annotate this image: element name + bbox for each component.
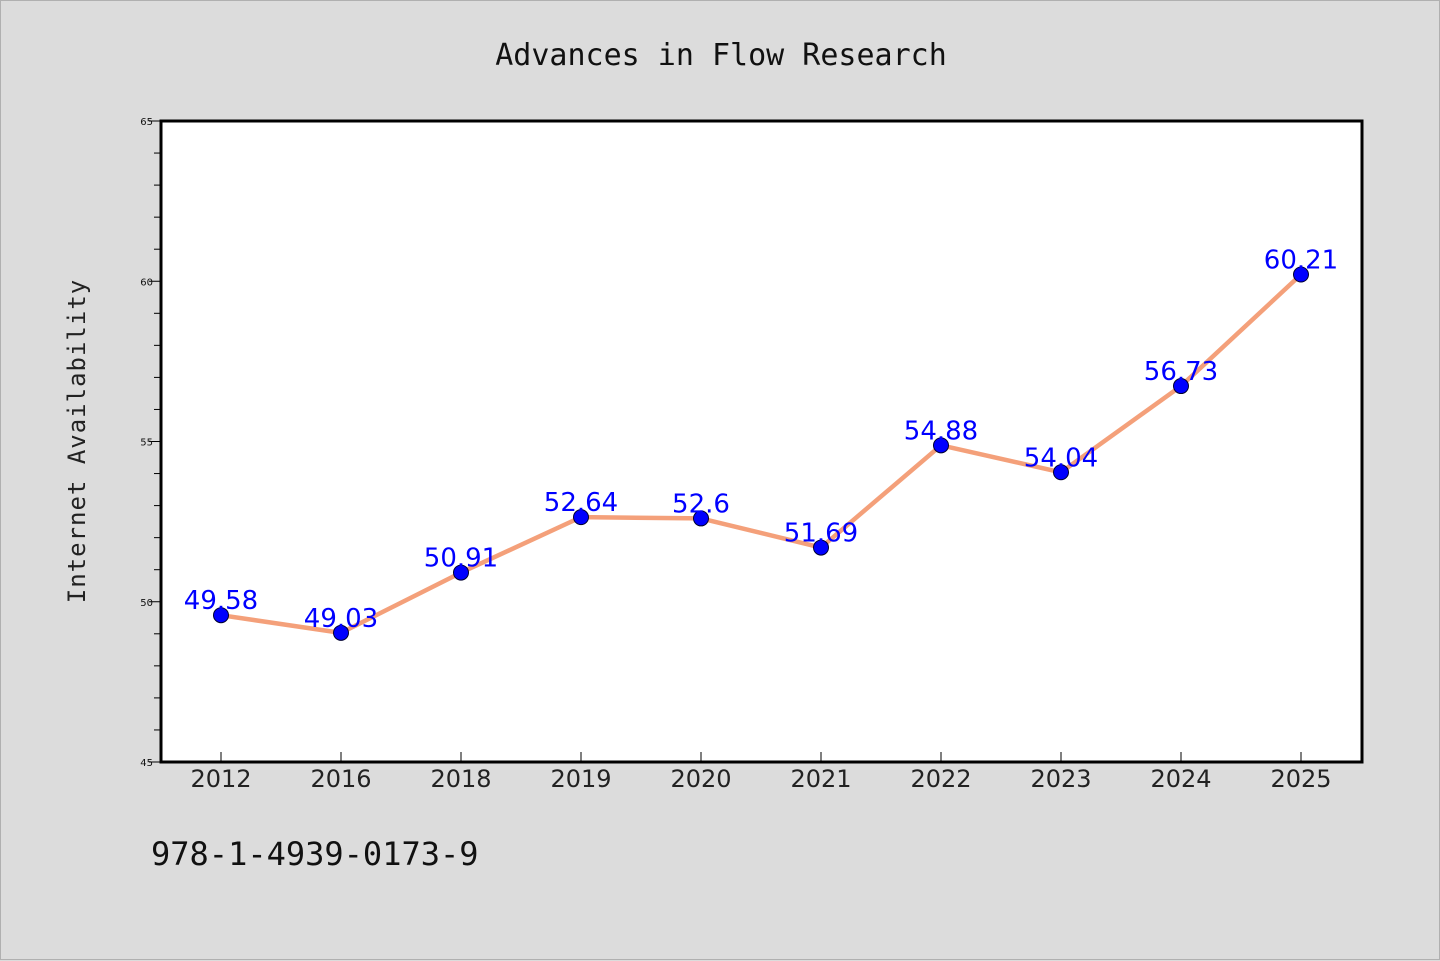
x-tick-label: 2025	[1270, 765, 1331, 793]
data-point	[453, 564, 469, 581]
data-label: 50.91	[424, 544, 498, 574]
data-point	[333, 624, 349, 641]
x-tick-label: 2019	[550, 765, 611, 793]
data-label: 49.58	[184, 586, 258, 616]
data-label: 60.21	[1264, 246, 1338, 276]
x-tick-label: 2020	[670, 765, 731, 793]
x-tick-label: 2023	[1030, 765, 1091, 793]
data-point	[213, 607, 229, 624]
data-point	[813, 539, 829, 556]
data-label: 52.6	[672, 489, 730, 519]
data-label: 54.88	[904, 416, 978, 446]
y-axis-label: Internet Availability	[63, 279, 91, 603]
data-point	[573, 509, 589, 526]
data-point	[1173, 378, 1189, 395]
data-label: 52.64	[544, 488, 618, 518]
x-tick-label: 2022	[910, 765, 971, 793]
y-tick-label: 50	[140, 598, 153, 609]
data-point	[693, 510, 709, 527]
y-tick-label: 55	[140, 438, 153, 449]
data-point	[1293, 266, 1309, 283]
x-tick-label: 2021	[790, 765, 851, 793]
data-point	[933, 437, 949, 454]
x-tick-label: 2012	[190, 765, 251, 793]
data-label: 49.03	[304, 604, 378, 634]
series-line	[218, 272, 1304, 636]
y-tick-label: 65	[140, 117, 153, 128]
data-label: 51.69	[784, 519, 858, 549]
x-tick-label: 2016	[310, 765, 371, 793]
footnote-code: 978-1-4939-0173-9	[151, 835, 479, 873]
series-layer: 49.58 49.03 50.91 52.64 52.6 51.69 54.88 54.04 5…	[184, 246, 1338, 641]
chart-title: Advances in Flow Research	[495, 38, 947, 73]
y-tick-label: 45	[140, 758, 153, 769]
data-point	[1053, 464, 1069, 481]
plot-area	[159, 119, 1364, 764]
data-label: 54.04	[1024, 443, 1098, 473]
y-axis-ticks: 45 50 55 60 65	[140, 117, 161, 769]
y-tick-label: 60	[140, 277, 153, 288]
x-tick-label: 2024	[1150, 765, 1211, 793]
x-tick-label: 2018	[430, 765, 491, 793]
data-label: 56.73	[1144, 357, 1218, 387]
x-axis-ticks: 2012 2016 2018 2019 2020 2021 2022 2023 2024 2025	[190, 752, 1332, 793]
